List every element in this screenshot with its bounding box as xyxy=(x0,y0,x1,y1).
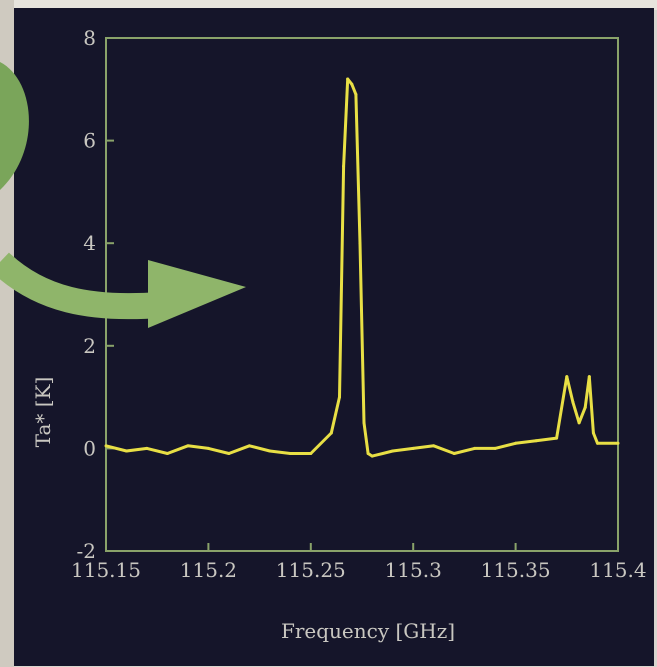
series-layer xyxy=(104,77,620,458)
data-point xyxy=(247,444,251,448)
data-point xyxy=(104,444,108,448)
data-point xyxy=(342,164,346,168)
y-tick-label: 2 xyxy=(83,334,96,358)
annotation-arrow xyxy=(0,252,246,328)
data-point xyxy=(493,446,497,450)
data-point xyxy=(350,82,354,86)
x-tick-label: 115.25 xyxy=(276,558,346,582)
x-tick-label: 115.4 xyxy=(589,558,646,582)
y-tick-label: 6 xyxy=(83,129,96,153)
data-point xyxy=(473,446,477,450)
series-line xyxy=(105,77,618,458)
data-point xyxy=(268,449,272,453)
data-point xyxy=(555,436,559,440)
data-point xyxy=(411,446,415,450)
data-point xyxy=(346,77,350,81)
paper-edge-top xyxy=(0,0,657,10)
data-point xyxy=(362,421,366,425)
x-axis: 115.15 115.2 115.25 115.3 115.35 115.4 xyxy=(71,543,647,582)
data-point xyxy=(583,405,587,409)
data-point xyxy=(596,441,600,445)
data-point xyxy=(206,446,210,450)
data-point xyxy=(165,452,169,456)
data-point xyxy=(124,449,128,453)
data-point xyxy=(358,241,362,245)
y-tick-label: 0 xyxy=(83,436,96,460)
data-point xyxy=(309,452,313,456)
data-point xyxy=(337,395,341,399)
arrow-icon xyxy=(0,252,161,320)
data-point xyxy=(227,452,231,456)
data-point xyxy=(370,454,374,458)
y-tick-label: 4 xyxy=(83,231,96,255)
data-point xyxy=(514,441,518,445)
y-axis-title: Ta* [K] xyxy=(31,377,55,448)
data-point xyxy=(591,431,595,435)
data-point xyxy=(571,400,575,404)
data-point xyxy=(391,449,395,453)
x-tick-label: 115.2 xyxy=(180,558,237,582)
y-tick-label: 8 xyxy=(83,26,96,50)
data-point xyxy=(616,441,620,445)
data-point xyxy=(534,439,538,443)
y-axis: -2 0 2 4 6 8 xyxy=(77,26,114,563)
data-point xyxy=(366,452,370,456)
data-point xyxy=(329,431,333,435)
data-point xyxy=(432,444,436,448)
arrow-head-icon xyxy=(148,260,246,328)
y-tick-label: -2 xyxy=(77,539,96,563)
x-tick-label: 115.15 xyxy=(71,558,141,582)
data-point xyxy=(145,446,149,450)
x-axis-title: Frequency [GHz] xyxy=(281,619,455,643)
x-tick-label: 115.3 xyxy=(385,558,442,582)
data-point xyxy=(587,375,591,379)
chart-panel xyxy=(14,8,654,666)
data-point xyxy=(186,444,190,448)
data-point xyxy=(452,452,456,456)
data-point xyxy=(577,421,581,425)
x-tick-label: 115.35 xyxy=(481,558,551,582)
data-point xyxy=(565,375,569,379)
data-point xyxy=(354,92,358,96)
data-point xyxy=(288,452,292,456)
green-circle-icon xyxy=(0,62,29,190)
